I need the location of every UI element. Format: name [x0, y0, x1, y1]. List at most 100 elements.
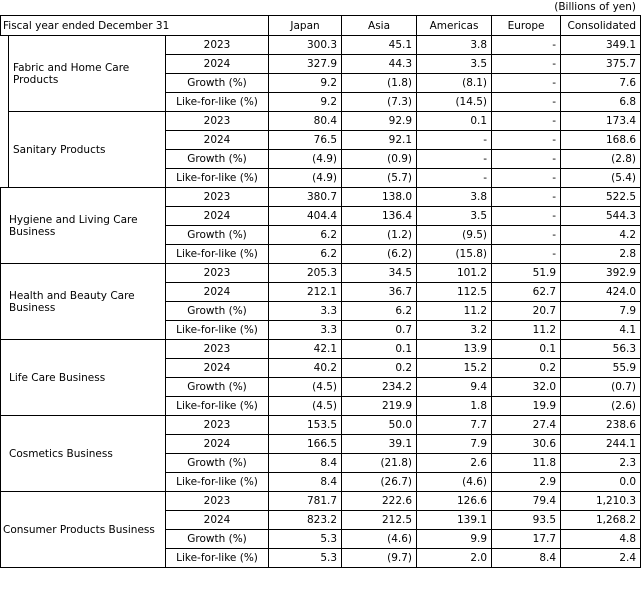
cell-americas: 2.6	[416, 453, 493, 473]
header-consolidated: Consolidated	[560, 15, 641, 36]
cell-europe: -	[491, 168, 562, 188]
indent-spacer	[0, 35, 9, 188]
row-label: 2023	[164, 187, 270, 207]
cell-consolidated: 2.8	[560, 244, 641, 264]
cell-japan: 404.4	[268, 206, 343, 226]
cell-consolidated: 168.6	[560, 130, 641, 150]
cell-europe: -	[491, 130, 562, 150]
cell-europe: -	[491, 73, 562, 93]
table-row: Life Care Business 2023 42.1 0.1 13.9 0.1 56.3	[0, 339, 641, 416]
cell-asia: 34.5	[341, 263, 418, 283]
cell-asia: 0.2	[341, 358, 418, 378]
cell-europe: 30.6	[491, 434, 562, 454]
cell-europe: 11.8	[491, 453, 562, 473]
cell-europe: 0.2	[491, 358, 562, 378]
cell-europe: -	[491, 111, 562, 131]
unit-label: (Billions of yen)	[554, 1, 636, 13]
row-label: 2024	[164, 282, 270, 302]
segment-label: Hygiene and Living Care Business	[0, 187, 166, 264]
cell-europe: 17.7	[491, 529, 562, 549]
cell-japan: 5.3	[268, 548, 343, 568]
cell-consolidated: 375.7	[560, 54, 641, 74]
cell-japan: (4.9)	[268, 168, 343, 188]
segment-label: Cosmetics Business	[0, 415, 166, 492]
cell-europe: -	[491, 35, 562, 55]
cell-americas: 139.1	[416, 510, 493, 530]
table-row: Fabric and Home Care Products 2023 300.3 45…	[0, 35, 641, 188]
header-fiscal-year: Fiscal year ended December 31	[0, 15, 270, 36]
cell-consolidated: 522.5	[560, 187, 641, 207]
cell-americas: 7.7	[416, 415, 493, 435]
cell-consolidated: 56.3	[560, 339, 641, 359]
cell-asia: 0.1	[341, 339, 418, 359]
cell-asia: (1.8)	[341, 73, 418, 93]
row-label: Growth (%)	[164, 149, 270, 169]
cell-europe: 93.5	[491, 510, 562, 530]
cell-japan: 3.3	[268, 320, 343, 340]
cell-japan: 40.2	[268, 358, 343, 378]
segment-sales-table: Fiscal year ended December 31 Japan Asia…	[0, 15, 641, 568]
cell-asia: 39.1	[341, 434, 418, 454]
table-row: Hygiene and Living Care Business 2023 380.…	[0, 187, 641, 264]
segment-label: Health and Beauty Care Business	[0, 263, 166, 340]
cell-asia: 92.9	[341, 111, 418, 131]
cell-americas: (9.5)	[416, 225, 493, 245]
cell-asia: 6.2	[341, 301, 418, 321]
cell-consolidated: 7.9	[560, 301, 641, 321]
cell-europe: -	[491, 225, 562, 245]
cell-europe: 51.9	[491, 263, 562, 283]
cell-asia: 219.9	[341, 396, 418, 416]
cell-japan: 300.3	[268, 35, 343, 55]
row-label: 2024	[164, 434, 270, 454]
cell-consolidated: 2.4	[560, 548, 641, 568]
cell-asia: (9.7)	[341, 548, 418, 568]
cell-asia: 92.1	[341, 130, 418, 150]
cell-consolidated: 2.3	[560, 453, 641, 473]
cell-japan: 8.4	[268, 453, 343, 473]
cell-consolidated: 173.4	[560, 111, 641, 131]
cell-consolidated: (2.8)	[560, 149, 641, 169]
cell-japan: 9.2	[268, 92, 343, 112]
cell-consolidated: 7.6	[560, 73, 641, 93]
cell-americas: 9.9	[416, 529, 493, 549]
cell-asia: 234.2	[341, 377, 418, 397]
cell-europe: -	[491, 92, 562, 112]
cell-consolidated: 349.1	[560, 35, 641, 55]
cell-europe: -	[491, 244, 562, 264]
cell-consolidated: 424.0	[560, 282, 641, 302]
cell-consolidated: 1,268.2	[560, 510, 641, 530]
cell-japan: 781.7	[268, 491, 343, 511]
cell-japan: 205.3	[268, 263, 343, 283]
table-row: 2024 40.2 0.2 15.2 0.2 55.9	[1, 358, 641, 378]
segment-label: Sanitary Products	[8, 111, 166, 188]
cell-americas: 126.6	[416, 491, 493, 511]
cell-consolidated: 392.9	[560, 263, 641, 283]
cell-japan: 42.1	[268, 339, 343, 359]
cell-europe: -	[491, 54, 562, 74]
row-label: Growth (%)	[164, 529, 270, 549]
header-japan: Japan	[268, 15, 343, 36]
cell-americas: 0.1	[416, 111, 493, 131]
cell-consolidated: 4.1	[560, 320, 641, 340]
cell-japan: (4.5)	[268, 396, 343, 416]
cell-asia: (1.2)	[341, 225, 418, 245]
cell-asia: (21.8)	[341, 453, 418, 473]
cell-consolidated: (0.7)	[560, 377, 641, 397]
table-row: 2024 212.1 36.7 112.5 62.7 424.0	[1, 282, 641, 302]
cell-japan: 6.2	[268, 225, 343, 245]
cell-europe: 62.7	[491, 282, 562, 302]
cell-americas: 101.2	[416, 263, 493, 283]
row-label: 2024	[164, 510, 270, 530]
cell-japan: 327.9	[268, 54, 343, 74]
cell-americas: 2.0	[416, 548, 493, 568]
row-label: 2023	[164, 339, 270, 359]
row-label: Like-for-like (%)	[164, 92, 270, 112]
cell-asia: 222.6	[341, 491, 418, 511]
header-americas: Americas	[416, 15, 493, 36]
header-asia: Asia	[341, 15, 418, 36]
cell-europe: 79.4	[491, 491, 562, 511]
table-row: Growth (%) 5.3 (4.6) 9.9 17.7 4.8	[1, 529, 641, 549]
cell-americas: 15.2	[416, 358, 493, 378]
cell-europe: -	[491, 149, 562, 169]
cell-asia: 136.4	[341, 206, 418, 226]
